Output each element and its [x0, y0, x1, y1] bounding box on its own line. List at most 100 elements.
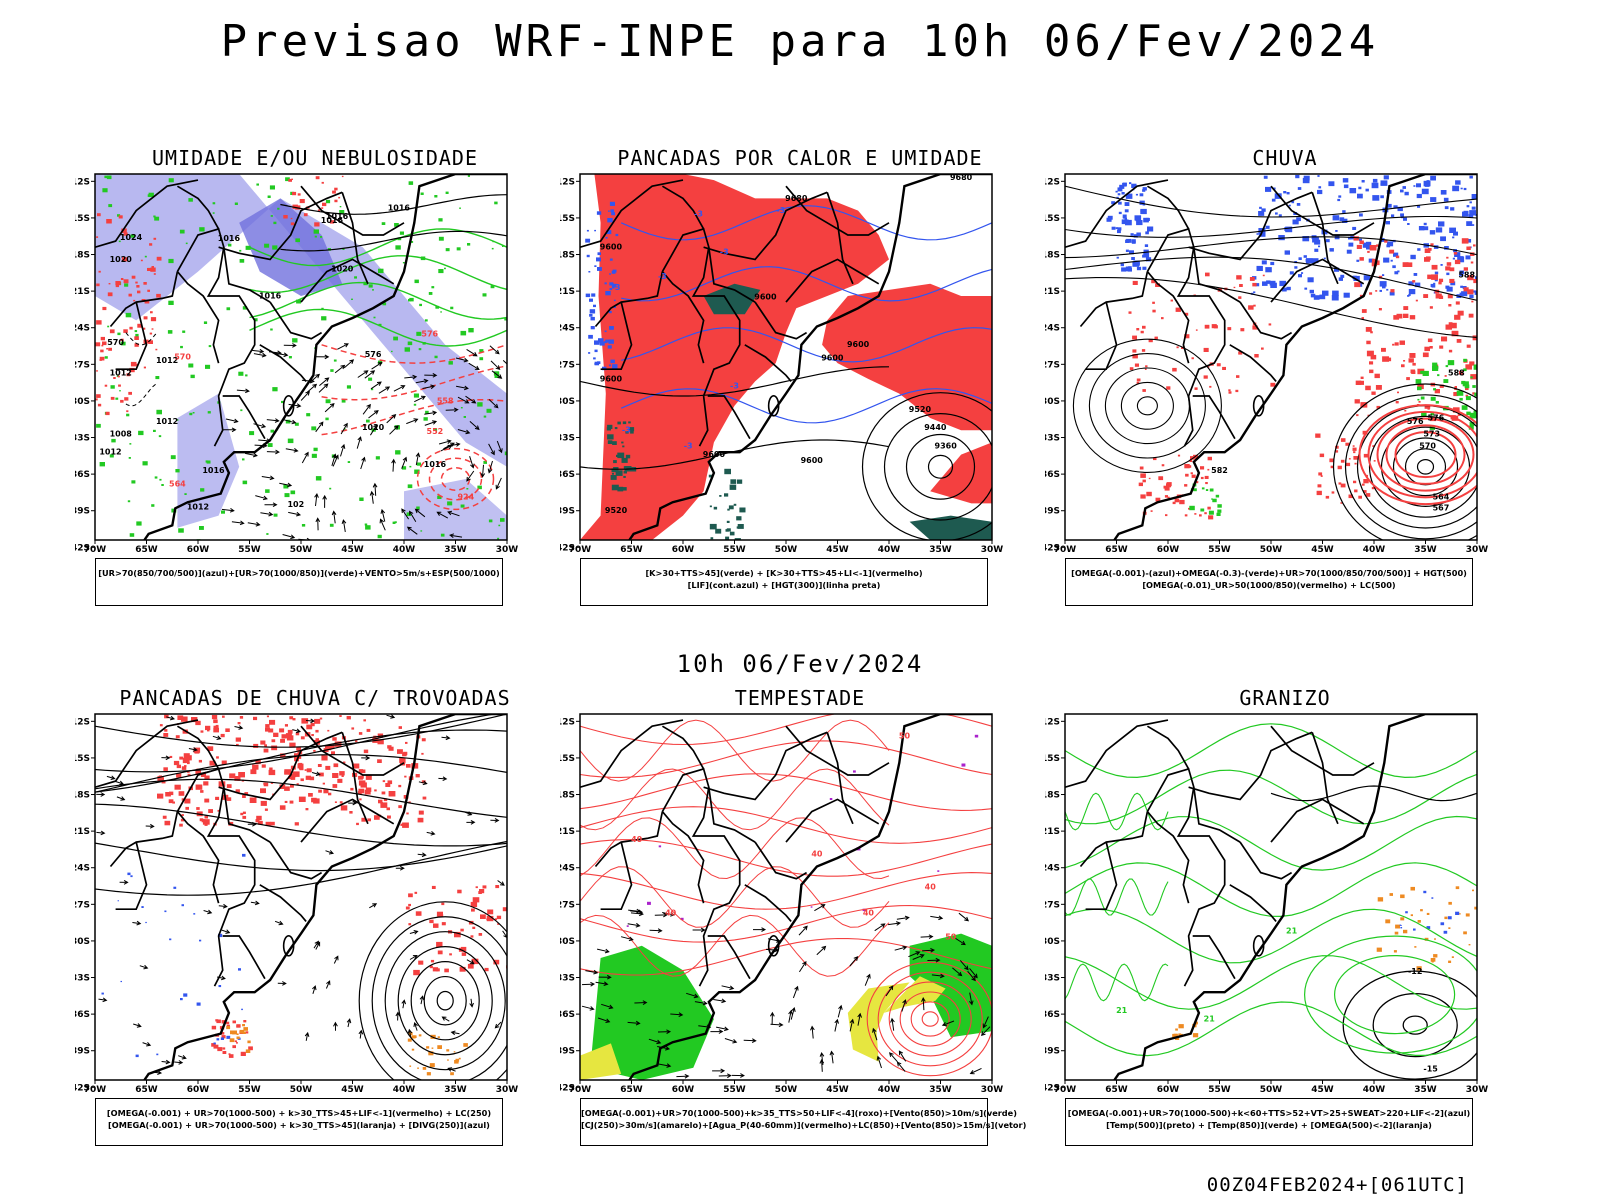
x-tick-label: 60W [187, 1085, 210, 1095]
shaded-cell [107, 292, 113, 297]
contour-line [321, 344, 507, 364]
shaded-cell [332, 190, 336, 194]
shaded-cell [472, 926, 476, 929]
shaded-cell [502, 907, 507, 912]
political-border [707, 787, 756, 843]
shaded-cell [373, 316, 376, 319]
shaded-cell [1455, 180, 1461, 185]
contour-label: 1008 [110, 429, 133, 438]
shaded-cell [361, 817, 367, 822]
contour-label: 1024 [120, 233, 143, 242]
shaded-cell [1131, 183, 1137, 188]
shaded-cell [292, 191, 297, 196]
shaded-cell [1235, 389, 1239, 393]
shaded-cell [1457, 256, 1464, 261]
shaded-cell [363, 749, 369, 754]
shaded-cell [364, 523, 368, 526]
shaded-region [580, 174, 889, 540]
wind-vector [285, 448, 299, 453]
wind-vector [920, 934, 934, 940]
shaded-cell [181, 716, 188, 722]
shaded-cell [334, 199, 338, 203]
shaded-cell [1205, 489, 1209, 491]
shaded-cell [1412, 362, 1416, 366]
y-tick-label: 36S [560, 470, 575, 480]
contour-line [1402, 1015, 1428, 1035]
shaded-cell [204, 823, 208, 826]
shaded-cell [1115, 227, 1119, 230]
contour-line [95, 729, 507, 793]
shaded-cell [285, 177, 290, 182]
shaded-cell [1195, 481, 1199, 484]
wind-vector [378, 386, 391, 394]
shaded-cell [1372, 195, 1380, 201]
wind-vector [305, 718, 316, 724]
shaded-cell [1437, 374, 1440, 377]
political-border [754, 301, 808, 340]
shaded-cell [358, 775, 363, 780]
shaded-cell [1397, 391, 1399, 394]
contour-line [1065, 862, 1477, 918]
y-tick-label: 12S [560, 717, 575, 727]
shaded-cell [277, 207, 280, 210]
shaded-cell [615, 233, 619, 237]
shaded-cell [1340, 438, 1346, 442]
shaded-cell [429, 1063, 435, 1068]
x-tick-label: 55W [238, 1085, 261, 1095]
shaded-cell [419, 303, 422, 307]
contour-line [1065, 963, 1169, 1002]
shaded-cell [135, 363, 138, 366]
shaded-cell [1184, 312, 1189, 316]
shaded-cell [1420, 396, 1425, 400]
shaded-cell [710, 537, 714, 540]
shaded-cell [1337, 198, 1341, 202]
wind-vector [300, 390, 311, 401]
panel-title: PANCADAS POR CALOR E UMIDADE [617, 146, 983, 170]
shaded-cell [128, 293, 132, 297]
contour-label: 40 [925, 883, 937, 892]
wind-vector [980, 1026, 991, 1037]
shaded-cell [457, 889, 462, 894]
shaded-cell [351, 298, 353, 300]
shaded-cell [407, 341, 413, 346]
shaded-cell [156, 1053, 159, 1056]
shaded-cell [1318, 186, 1322, 189]
shaded-cell [1207, 365, 1210, 368]
shaded-cell [287, 729, 293, 734]
contour-label: -3 [684, 442, 693, 451]
shaded-cell [1187, 465, 1192, 468]
shaded-cell [235, 789, 240, 793]
shaded-cell [1424, 346, 1430, 352]
wind-vector [438, 776, 448, 782]
contour-line [397, 946, 493, 1056]
shaded-cell [450, 306, 454, 310]
shaded-cell [1451, 956, 1454, 958]
shaded-cell [213, 1044, 219, 1049]
shaded-cell [440, 311, 442, 313]
wind-vector [658, 1063, 672, 1068]
shaded-cell [1352, 445, 1355, 447]
shaded-cell [1310, 293, 1316, 298]
shaded-cell [1106, 217, 1112, 222]
shaded-cell [117, 900, 119, 902]
shaded-cell [432, 967, 439, 972]
shaded-cell [1265, 186, 1272, 192]
wind-vector [487, 460, 493, 474]
shaded-cell [440, 533, 445, 537]
shaded-cell [128, 457, 131, 459]
shaded-cell [106, 175, 112, 180]
wind-vector [316, 354, 330, 360]
political-border [1192, 935, 1236, 980]
shaded-cell [434, 355, 438, 359]
shaded-cell [1434, 278, 1438, 282]
shaded-cell [1465, 364, 1472, 370]
shaded-cell [625, 454, 631, 459]
y-tick-label: 33S [75, 434, 90, 444]
shaded-cell [417, 817, 424, 823]
shaded-cell [418, 960, 424, 965]
political-border [703, 191, 828, 261]
y-tick-label: 27S [1045, 360, 1060, 370]
political-border [176, 767, 256, 987]
shaded-cell [1354, 282, 1361, 288]
x-tick-label: 70W [84, 545, 107, 555]
